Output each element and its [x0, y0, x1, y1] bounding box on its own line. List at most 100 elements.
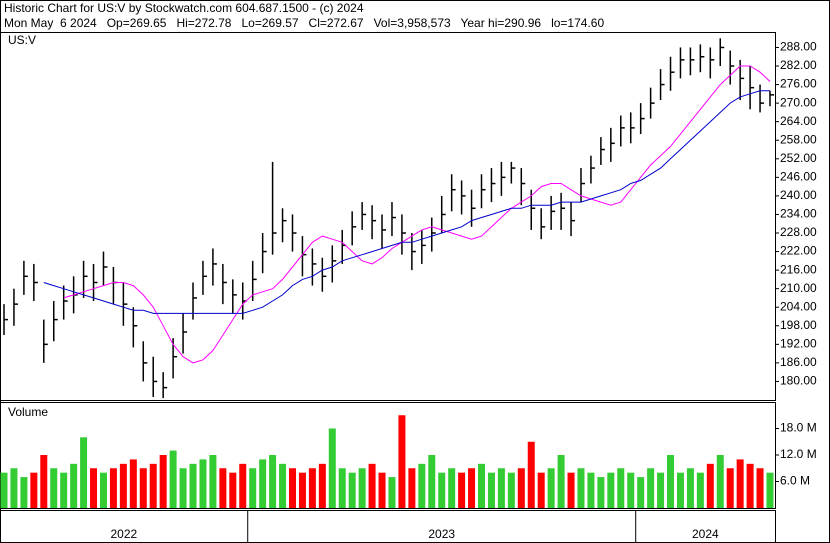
volume-bar	[239, 463, 247, 508]
y-tick-label: 246.00	[780, 170, 817, 184]
y-tick-label: 264.00	[780, 114, 817, 128]
volume-bar	[358, 468, 366, 508]
volume-bar	[50, 468, 58, 508]
y-tick-label: 180.00	[780, 374, 817, 388]
volume-bar	[129, 459, 137, 508]
volume-bar	[279, 463, 287, 508]
volume-bar	[40, 455, 48, 508]
volume-bar	[90, 468, 98, 508]
volume-bar	[547, 468, 555, 508]
volume-bar	[438, 472, 446, 508]
volume-bar	[308, 468, 316, 508]
volume-label: Volume	[8, 405, 48, 419]
y-tick-label: 192.00	[780, 337, 817, 351]
volume-bar	[507, 472, 515, 508]
y-tick-label: 240.00	[780, 188, 817, 202]
volume-bar	[249, 468, 257, 508]
volume-bar	[527, 441, 535, 508]
year-label: 2024	[692, 527, 719, 541]
volume-bar	[557, 455, 565, 508]
volume-bar	[368, 463, 376, 508]
volume-bar	[517, 468, 525, 508]
volume-bar	[199, 459, 207, 508]
volume-bar	[70, 463, 78, 508]
volume-tick-label: 18.0 M	[780, 421, 817, 435]
volume-bar	[229, 472, 237, 508]
volume-bar	[736, 459, 744, 508]
volume-bar	[10, 468, 18, 508]
y-tick-label: 186.00	[780, 355, 817, 369]
volume-bar	[418, 463, 426, 508]
volume-bar	[487, 472, 495, 508]
volume-bar	[637, 477, 645, 508]
volume-bar	[657, 472, 665, 508]
y-tick-label: 228.00	[780, 225, 817, 239]
y-tick-label: 276.00	[780, 77, 817, 91]
y-tick-label: 222.00	[780, 244, 817, 258]
y-tick-label: 234.00	[780, 207, 817, 221]
volume-bar	[30, 472, 38, 508]
volume-bar	[328, 428, 336, 508]
volume-bar	[617, 468, 625, 508]
volume-bar	[696, 472, 704, 508]
volume-tick-label: 12.0 M	[780, 447, 817, 461]
volume-bar	[398, 415, 406, 508]
volume-bar	[119, 463, 127, 508]
volume-bar	[478, 463, 486, 508]
year-label: 2022	[111, 527, 138, 541]
volume-bar	[209, 455, 217, 508]
volume-bar	[458, 472, 466, 508]
volume-bar	[259, 459, 267, 508]
volume-bar	[179, 468, 187, 508]
volume-bar	[587, 472, 595, 508]
volume-bar	[288, 468, 296, 508]
y-tick-label: 288.00	[780, 40, 817, 54]
volume-bar	[746, 463, 754, 508]
volume-bar	[169, 450, 177, 508]
volume-bar	[756, 468, 764, 508]
volume-bar	[468, 468, 476, 508]
volume-bar	[388, 477, 396, 508]
y-tick-label: 198.00	[780, 318, 817, 332]
volume-bar	[149, 463, 157, 508]
volume-bar	[378, 472, 386, 508]
volume-bar	[607, 472, 615, 508]
volume-bar	[716, 455, 724, 508]
symbol-label: US:V	[8, 33, 36, 47]
volume-bar	[567, 472, 575, 508]
y-tick-label: 216.00	[780, 262, 817, 276]
volume-bar	[159, 455, 167, 508]
volume-bar	[686, 468, 694, 508]
volume-bar	[577, 468, 585, 508]
volume-bar	[298, 472, 306, 508]
y-tick-label: 210.00	[780, 281, 817, 295]
volume-bar	[269, 455, 277, 508]
volume-bar	[448, 468, 456, 508]
volume-bar	[219, 468, 227, 508]
volume-bar	[497, 468, 505, 508]
volume-bar	[318, 463, 326, 508]
year-label: 2023	[428, 527, 455, 541]
chart-subtitle: Mon May 6 2024 Op=269.65 Hi=272.78 Lo=26…	[4, 16, 604, 30]
y-tick-label: 282.00	[780, 58, 817, 72]
y-tick-label: 258.00	[780, 132, 817, 146]
y-tick-label: 270.00	[780, 95, 817, 109]
volume-bar	[726, 468, 734, 508]
chart-title: Historic Chart for US:V by Stockwatch.co…	[4, 1, 364, 15]
volume-bar	[20, 477, 28, 508]
volume-bar	[0, 472, 8, 508]
volume-bar	[667, 455, 675, 508]
volume-bar	[647, 468, 655, 508]
volume-bar	[627, 472, 635, 508]
moving-average	[43, 90, 770, 314]
volume-bar	[408, 468, 416, 508]
volume-tick-label: 6.0 M	[780, 474, 810, 488]
volume-bar	[597, 477, 605, 508]
price-panel	[0, 32, 776, 401]
volume-bar	[537, 472, 545, 508]
volume-bar	[676, 472, 684, 508]
volume-bar	[189, 463, 197, 508]
